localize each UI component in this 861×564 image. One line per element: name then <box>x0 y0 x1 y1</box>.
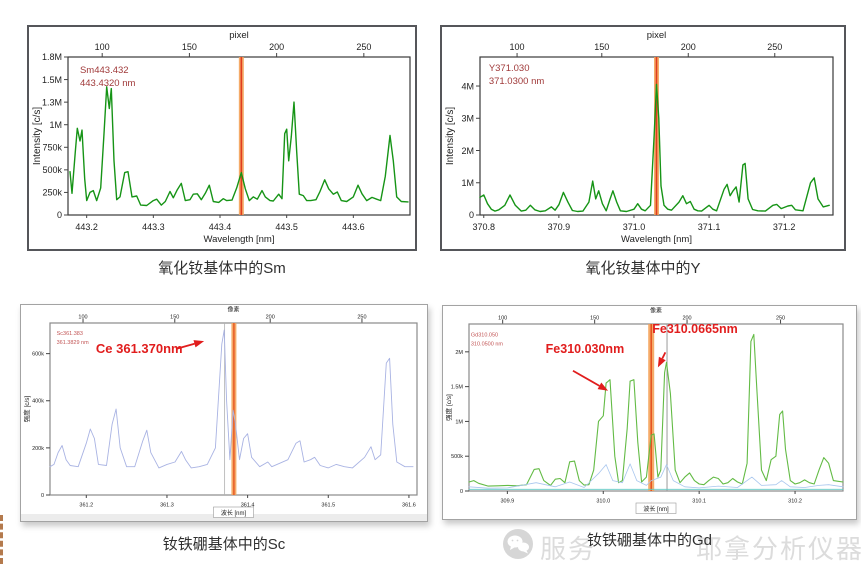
svg-text:250: 250 <box>356 42 371 52</box>
svg-text:2M: 2M <box>461 146 474 156</box>
svg-text:0: 0 <box>460 489 463 495</box>
svg-text:100: 100 <box>95 42 110 52</box>
spectrum-panel-gd: 像素 100 150 200 250 0 500k 1M 1.5M 2M 309.9 310.0 310… <box>442 305 857 520</box>
svg-text:Wavelength [nm]: Wavelength [nm] <box>621 234 692 245</box>
watermark-text-left: 服务 <box>540 534 597 564</box>
svg-text:2M: 2M <box>455 350 463 356</box>
caption-sm: 氧化钕基体中的Sm <box>158 260 286 277</box>
svg-text:1.3M: 1.3M <box>42 97 62 107</box>
svg-text:pixel: pixel <box>647 30 667 41</box>
svg-text:250k: 250k <box>42 188 62 198</box>
svg-text:361.2: 361.2 <box>79 503 93 509</box>
svg-text:100: 100 <box>78 315 87 321</box>
svg-text:4M: 4M <box>461 81 474 91</box>
svg-text:0: 0 <box>41 493 44 499</box>
svg-text:310.1: 310.1 <box>692 499 706 505</box>
svg-text:361.5: 361.5 <box>321 503 335 509</box>
svg-text:1.8M: 1.8M <box>42 52 62 62</box>
svg-text:250: 250 <box>776 316 785 322</box>
svg-text:310.0500 nm: 310.0500 nm <box>471 342 504 348</box>
svg-text:361.4: 361.4 <box>241 503 255 509</box>
svg-text:像素: 像素 <box>227 305 239 313</box>
svg-text:443.3: 443.3 <box>142 222 165 232</box>
svg-text:1.5M: 1.5M <box>42 75 62 85</box>
spectrum-chart-y: pixel 100 150 200 250 0 1M 2M 3M 4M 370.8 370.9 371.… <box>445 30 834 245</box>
svg-text:像素: 像素 <box>650 306 662 314</box>
svg-text:200: 200 <box>682 316 691 322</box>
svg-text:0: 0 <box>469 210 474 220</box>
svg-text:Wavelength [nm]: Wavelength [nm] <box>204 234 275 245</box>
svg-text:370.9: 370.9 <box>548 222 571 232</box>
svg-text:310.0: 310.0 <box>596 499 610 505</box>
svg-text:371.0: 371.0 <box>623 222 646 232</box>
caption-y: 氧化钕基体中的Y <box>585 260 701 277</box>
svg-text:400k: 400k <box>32 399 44 405</box>
svg-text:Y371.030: Y371.030 <box>489 63 530 74</box>
watermark-text-right: 耶拿分析仪器 <box>696 534 861 564</box>
svg-text:1M: 1M <box>461 178 474 188</box>
svg-text:150: 150 <box>182 42 197 52</box>
svg-text:361.3829 nm: 361.3829 nm <box>57 340 90 346</box>
caption-sc: 钕铁硼基体中的Sc <box>162 536 286 553</box>
wechat-icon <box>503 529 533 559</box>
svg-text:Fe310.030nm: Fe310.030nm <box>546 342 625 356</box>
svg-text:371.2: 371.2 <box>773 222 796 232</box>
svg-text:1M: 1M <box>455 419 463 425</box>
svg-text:500k: 500k <box>42 165 62 175</box>
svg-text:200: 200 <box>266 315 275 321</box>
svg-text:200: 200 <box>269 42 284 52</box>
svg-text:443.5: 443.5 <box>275 222 298 232</box>
svg-text:波长 [nm]: 波长 [nm] <box>221 509 247 517</box>
spectrum-panel-sc: 像素 100 150 200 250 0 200k 400k 600k 361.2 361.3 361… <box>20 304 428 522</box>
spectrum-chart-gd: 像素 100 150 200 250 0 500k 1M 1.5M 2M 309.9 310.0 310… <box>444 306 844 514</box>
svg-text:200k: 200k <box>32 446 44 452</box>
svg-text:443.4: 443.4 <box>209 222 232 232</box>
svg-text:Ce 361.370nm: Ce 361.370nm <box>96 341 183 356</box>
svg-text:309.9: 309.9 <box>500 499 514 505</box>
left-edge-dashed-mark <box>0 515 3 564</box>
svg-text:1M: 1M <box>49 120 62 130</box>
caption-gd: 钕铁硼基体中的Gd <box>586 532 712 549</box>
spectrum-panel-y: pixel 100 150 200 250 0 1M 2M 3M 4M 370.8 370.9 371.… <box>440 25 846 251</box>
svg-text:443.6: 443.6 <box>342 222 365 232</box>
svg-text:310.2: 310.2 <box>788 499 802 505</box>
svg-text:100: 100 <box>498 316 507 322</box>
svg-text:750k: 750k <box>42 143 62 153</box>
svg-text:361.3: 361.3 <box>160 503 174 509</box>
svg-text:波长 [nm]: 波长 [nm] <box>643 505 669 513</box>
svg-text:150: 150 <box>170 315 179 321</box>
svg-text:Gd310.050: Gd310.050 <box>471 333 498 339</box>
svg-text:150: 150 <box>590 316 599 322</box>
svg-text:Intensity [c/s]: Intensity [c/s] <box>32 107 43 166</box>
svg-text:600k: 600k <box>32 352 44 358</box>
svg-text:250: 250 <box>767 42 782 52</box>
svg-text:250: 250 <box>357 315 366 321</box>
spectrum-panel-sm: pixel 100 150 200 250 0 250k 500k 750k 1M 1.3M 1.5M… <box>27 25 417 251</box>
svg-text:200: 200 <box>681 42 696 52</box>
svg-text:100: 100 <box>510 42 525 52</box>
svg-text:371.1: 371.1 <box>698 222 721 232</box>
svg-text:443.2: 443.2 <box>75 222 98 232</box>
svg-text:pixel: pixel <box>229 30 249 41</box>
svg-text:Sc361.383: Sc361.383 <box>57 331 83 337</box>
svg-text:3M: 3M <box>461 114 474 124</box>
spectrum-chart-sc: 像素 100 150 200 250 0 200k 400k 600k 361.2 361.3 361… <box>21 305 427 521</box>
svg-text:Fe310.0665nm: Fe310.0665nm <box>652 322 737 336</box>
spectrum-chart-sm: pixel 100 150 200 250 0 250k 500k 750k 1M 1.3M 1.5M… <box>32 30 411 245</box>
svg-text:371.0300 nm: 371.0300 nm <box>489 76 545 87</box>
svg-text:强度 [c/s]: 强度 [c/s] <box>22 395 31 422</box>
svg-text:500k: 500k <box>451 454 463 460</box>
svg-text:强度 [c/s]: 强度 [c/s] <box>444 394 453 421</box>
svg-text:361.6: 361.6 <box>402 503 416 509</box>
svg-text:1.5M: 1.5M <box>451 385 464 391</box>
svg-text:0: 0 <box>57 210 62 220</box>
svg-text:370.8: 370.8 <box>472 222 495 232</box>
svg-text:Intensity [c/s]: Intensity [c/s] <box>445 107 456 166</box>
svg-text:443.4320 nm: 443.4320 nm <box>80 78 136 89</box>
watermark: 服务 耶拿分析仪器 <box>500 526 861 564</box>
svg-text:150: 150 <box>594 42 609 52</box>
svg-text:Sm443.432: Sm443.432 <box>80 65 129 76</box>
